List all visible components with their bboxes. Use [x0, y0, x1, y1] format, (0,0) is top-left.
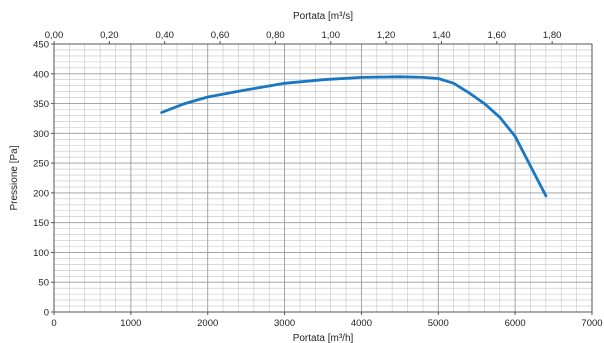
x2-tick-label: 0,20 [100, 30, 119, 41]
minor-grid [54, 44, 592, 312]
x2-tick-label: 1,80 [543, 30, 562, 41]
x2-tick-label: 1,20 [377, 30, 396, 41]
x2-tick-label: 0,80 [266, 30, 285, 41]
fan-curve-line [160, 75, 548, 198]
x2-axis-label: Portata [m³/s] [293, 11, 353, 22]
x2-tick-label: 1,40 [432, 30, 451, 41]
x-tick-label: 0 [51, 318, 56, 329]
x-tick-label: 6000 [505, 318, 526, 329]
x2-tick-label: 0,00 [45, 30, 64, 41]
y-tick-label: 50 [38, 278, 49, 289]
y-tick-label: 450 [33, 40, 49, 51]
y-tick-label: 350 [33, 99, 49, 110]
y-axis-label: Pressione [Pa] [9, 145, 20, 210]
x-tick-label: 3000 [274, 318, 295, 329]
x-tick-label: 7000 [581, 318, 602, 329]
x-axis-ticks: 0 1000 2000 3000 4000 5000 6000 7000 [51, 312, 603, 329]
x2-axis-ticks: 0,00 0,20 0,40 0,60 0,80 1,00 1,20 1,40 1,60 1,80 [45, 30, 562, 44]
y-tick-label: 300 [33, 129, 49, 140]
plot-frame [53, 43, 593, 313]
y-tick-label: 0 [44, 308, 49, 319]
x-tick-label: 2000 [197, 318, 218, 329]
x2-tick-label: 1,60 [488, 30, 507, 41]
y-axis-ticks: 0 50 100 150 200 250 300 350 400 450 [33, 40, 54, 319]
x2-tick-label: 1,00 [321, 30, 340, 41]
y-tick-label: 100 [33, 248, 49, 259]
x2-tick-label: 0,60 [211, 30, 230, 41]
y-tick-label: 200 [33, 188, 49, 199]
x-axis-label: Portata [m³/h] [293, 333, 354, 343]
major-grid [54, 44, 592, 312]
y-tick-label: 150 [33, 218, 49, 229]
x-tick-label: 5000 [428, 318, 449, 329]
x-tick-label: 1000 [120, 318, 141, 329]
y-tick-label: 400 [33, 69, 49, 80]
series-group [160, 75, 548, 198]
x-tick-label: 4000 [351, 318, 372, 329]
y-tick-label: 250 [33, 159, 49, 170]
x2-tick-label: 0,40 [155, 30, 174, 41]
